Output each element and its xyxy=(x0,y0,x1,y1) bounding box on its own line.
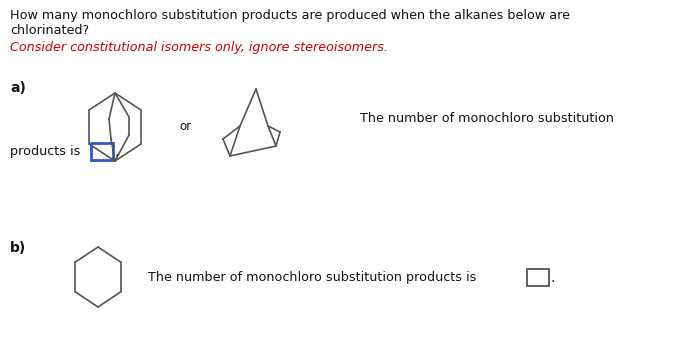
Bar xyxy=(527,269,549,286)
Text: How many monochloro substitution products are produced when the alkanes below ar: How many monochloro substitution product… xyxy=(10,9,570,22)
Text: chlorinated?: chlorinated? xyxy=(10,24,89,37)
Text: The number of monochloro substitution: The number of monochloro substitution xyxy=(360,112,614,126)
Text: a): a) xyxy=(10,81,26,95)
Text: .: . xyxy=(115,146,120,159)
Text: .: . xyxy=(551,272,555,285)
Text: products is: products is xyxy=(10,144,80,157)
Text: The number of monochloro substitution products is: The number of monochloro substitution pr… xyxy=(148,270,476,283)
Text: or: or xyxy=(179,120,191,134)
Text: Consider constitutional isomers only, ignore stereoisomers.: Consider constitutional isomers only, ig… xyxy=(10,41,388,54)
Text: b): b) xyxy=(10,241,26,255)
Bar xyxy=(91,143,113,160)
